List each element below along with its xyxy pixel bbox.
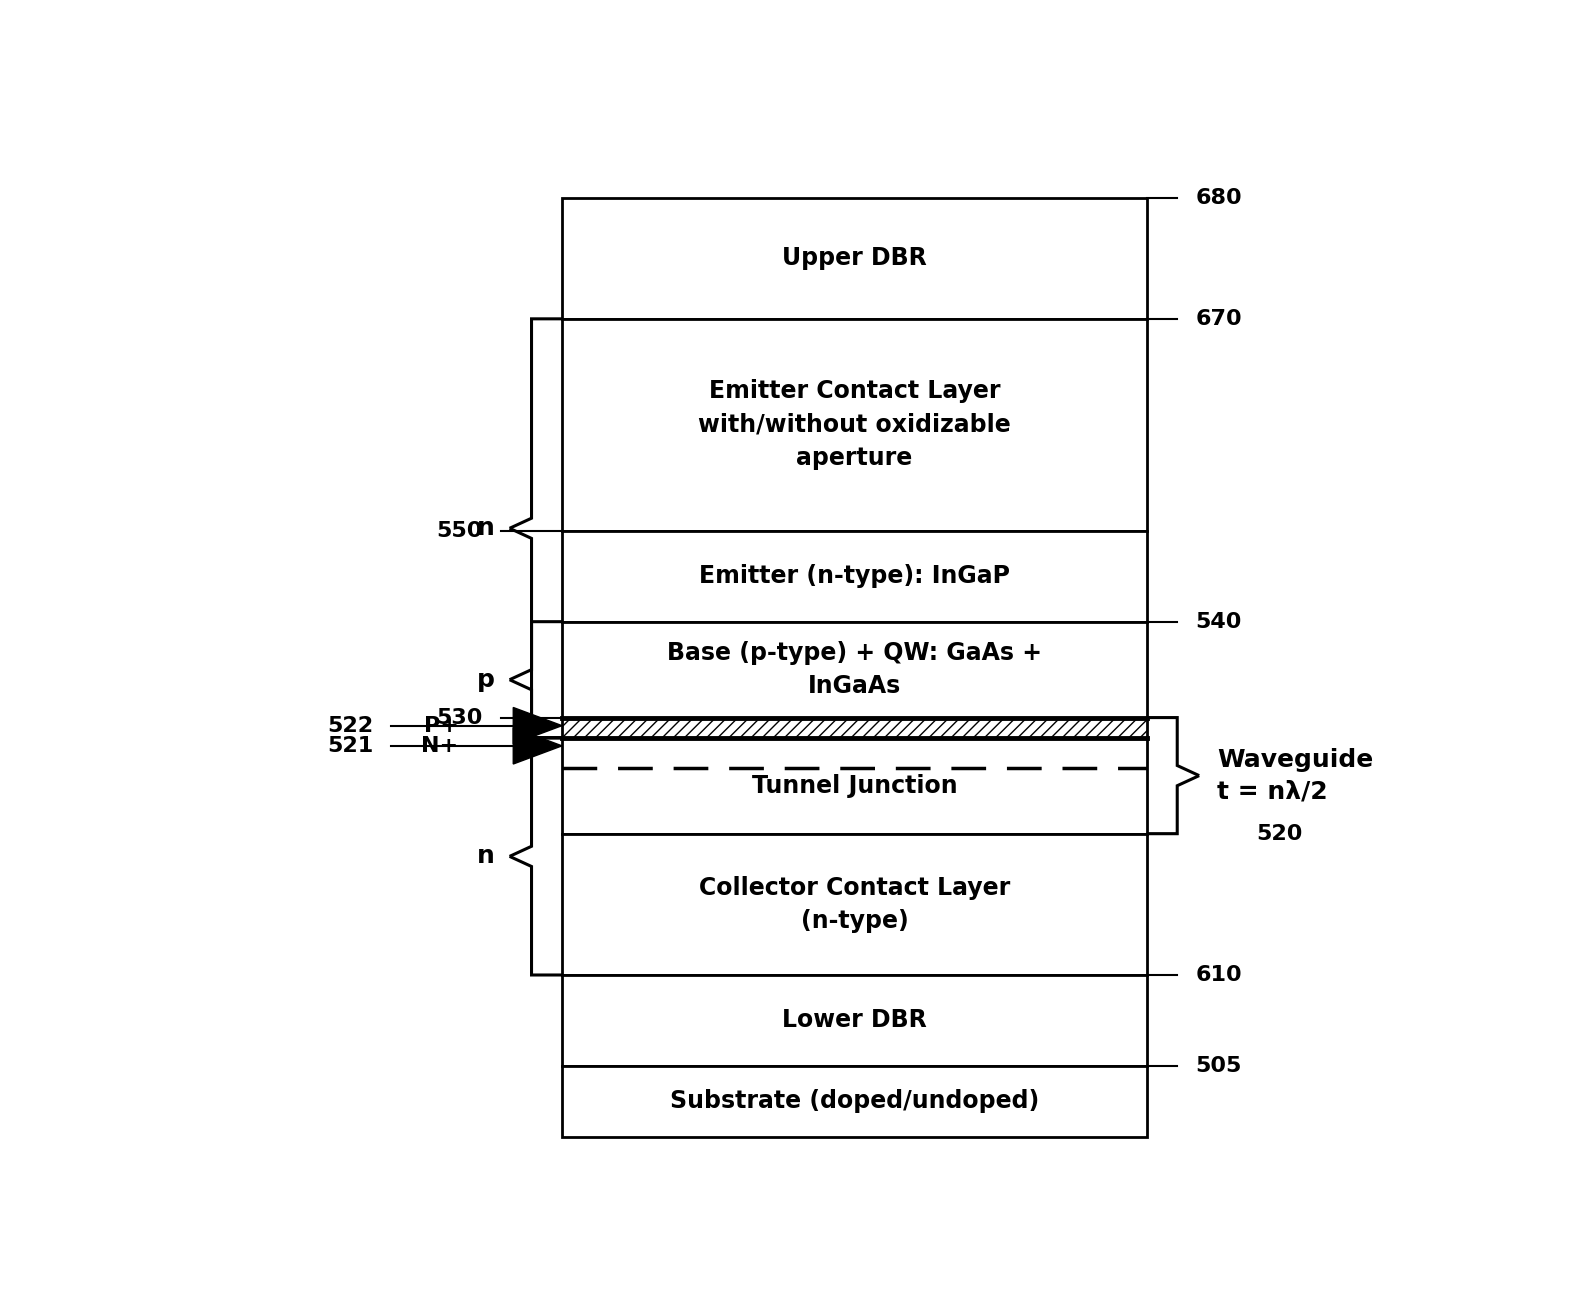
Text: Lower DBR: Lower DBR [781,1008,927,1033]
Text: Waveguide
t = nλ/2: Waveguide t = nλ/2 [1217,747,1374,804]
Polygon shape [514,708,563,743]
Bar [563,717,1148,738]
Bar [563,319,1148,531]
Bar [563,975,1148,1066]
Bar [563,531,1148,621]
Text: 520: 520 [1256,823,1303,844]
Text: 680: 680 [1196,187,1242,207]
Bar [563,834,1148,975]
Text: Emitter Contact Layer
with/without oxidizable
aperture: Emitter Contact Layer with/without oxidi… [698,379,1011,471]
Text: 521: 521 [327,735,373,756]
Polygon shape [514,728,563,764]
Text: P+: P+ [423,716,459,735]
Text: 610: 610 [1196,965,1242,985]
Text: 540: 540 [1196,612,1242,632]
Text: 522: 522 [327,716,373,735]
Text: n: n [478,517,495,540]
Bar [563,621,1148,717]
Text: Tunnel Junction: Tunnel Junction [751,773,957,797]
Bar [563,738,1148,834]
Text: Emitter (n-type): InGaP: Emitter (n-type): InGaP [700,564,1009,589]
Text: n: n [478,844,495,868]
Text: N+: N+ [421,735,459,756]
Text: Base (p-type) + QW: GaAs +
InGaAs: Base (p-type) + QW: GaAs + InGaAs [667,641,1042,699]
Text: 505: 505 [1196,1055,1242,1076]
Bar [563,198,1148,319]
Text: 550: 550 [437,520,483,541]
Text: Substrate (doped/undoped): Substrate (doped/undoped) [670,1089,1039,1113]
Text: Collector Contact Layer
(n-type): Collector Contact Layer (n-type) [700,876,1009,933]
Text: Upper DBR: Upper DBR [781,246,927,270]
Text: 530: 530 [437,708,483,728]
Bar [563,717,1148,738]
Text: p: p [478,667,495,692]
Bar [563,1066,1148,1137]
Text: 670: 670 [1196,309,1242,329]
